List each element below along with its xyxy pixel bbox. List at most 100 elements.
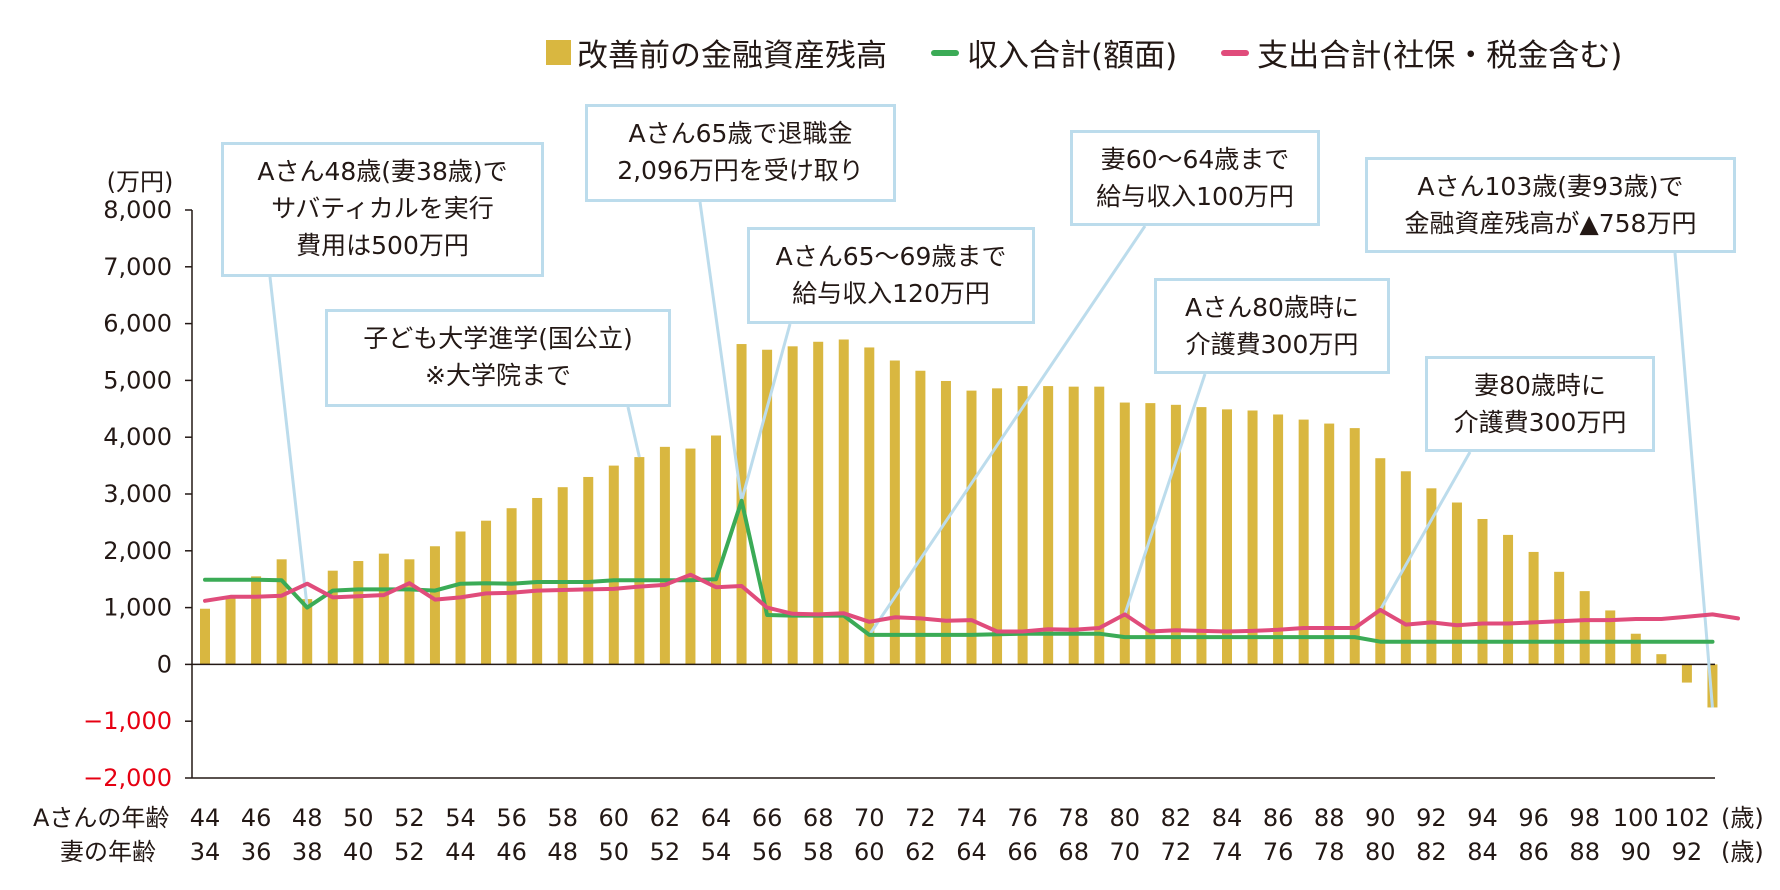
line-series	[203, 498, 1740, 644]
annotation-a-salary: Aさん65〜69歳まで 給与収入120万円	[747, 227, 1035, 324]
x-tick-label-wife-age: 84	[1467, 838, 1498, 866]
asset-balance-bar	[1605, 610, 1616, 665]
asset-balance-bar	[557, 487, 568, 665]
asset-balance-bar	[302, 599, 313, 665]
annotation-text: 子ども大学進学(国公立)	[363, 324, 633, 353]
asset-balance-bar	[1451, 502, 1462, 665]
asset-balance-bar	[992, 388, 1003, 665]
x-tick-label-wife-age: 76	[1263, 838, 1294, 866]
annotation-text: Aさん103歳(妻93歳)で	[1417, 172, 1684, 201]
x-tick-label-wife-age: 46	[496, 838, 527, 866]
asset-balance-bar	[1656, 654, 1667, 665]
asset-balance-bar	[225, 596, 236, 665]
annotation-leader-line	[268, 276, 309, 608]
x-tick-label-a-age: 96	[1518, 804, 1549, 832]
x-tick-label-wife-age: 58	[803, 838, 834, 866]
axes	[191, 210, 1715, 779]
x-tick-label-wife-age: 86	[1518, 838, 1549, 866]
x-tick-label-wife-age: 38	[292, 838, 323, 866]
x-tick-label-wife-age: 70	[1110, 838, 1141, 866]
asset-balance-bar	[1043, 386, 1054, 665]
asset-balance-bar	[404, 559, 415, 665]
asset-balance-bar	[1349, 428, 1360, 665]
legend-item-income: 収入合計(額面)	[931, 30, 1177, 75]
y-tick-label: 4,000	[103, 423, 172, 451]
asset-balance-bar	[1298, 419, 1309, 665]
asset-balance-bar	[1426, 488, 1437, 665]
x-axis-unit-wife-age: (歳)	[1721, 838, 1764, 866]
asset-balance-bar	[583, 476, 594, 665]
y-tick-label: 5,000	[103, 366, 172, 394]
annotation-text: Aさん48歳(妻38歳)で	[257, 157, 508, 186]
x-tick-label-wife-age: 48	[547, 838, 578, 866]
x-tick-label-a-age: 100	[1613, 804, 1659, 832]
x-tick-label-wife-age: 56	[752, 838, 783, 866]
x-tick-label-a-age: 102	[1664, 804, 1710, 832]
asset-balance-bar	[1681, 664, 1692, 683]
annotation-leader-line	[740, 323, 792, 502]
x-tick-label-a-age: 72	[905, 804, 936, 832]
annotation-leader-line	[698, 201, 744, 502]
annotation-text: 2,096万円を受け取り	[617, 156, 864, 185]
y-tick-label: 7,000	[103, 253, 172, 281]
asset-balance-bar	[378, 553, 389, 665]
asset-balance-bar	[1477, 518, 1488, 665]
x-tick-label-a-age: 64	[701, 804, 732, 832]
x-tick-label-a-age: 56	[496, 804, 527, 832]
legend-label-expense: 支出合計(社保・税金含む)	[1257, 38, 1623, 74]
income-line	[203, 498, 1715, 644]
asset-balance-bar	[1324, 423, 1335, 665]
x-tick-label-wife-age: 36	[241, 838, 272, 866]
x-tick-label-a-age: 60	[599, 804, 630, 832]
x-tick-label-wife-age: 52	[650, 838, 681, 866]
x-tick-label-wife-age: 72	[1161, 838, 1192, 866]
x-tick-label-a-age: 80	[1110, 804, 1141, 832]
x-tick-label-wife-age: 62	[905, 838, 936, 866]
legend-item-expense: 支出合計(社保・税金含む)	[1221, 30, 1622, 75]
asset-balance-bar	[1094, 386, 1105, 665]
y-tick-label: −2,000	[83, 764, 172, 792]
asset-balance-bar	[1068, 386, 1079, 665]
x-tick-label-a-age: 98	[1569, 804, 1600, 832]
asset-balance-bar	[1630, 633, 1641, 665]
legend-label-asset-balance: 改善前の金融資産残高	[577, 38, 887, 74]
x-tick-label-a-age: 70	[854, 804, 885, 832]
annotation-university: 子ども大学進学(国公立) ※大学院まで	[325, 309, 671, 407]
x-tick-label-a-age: 46	[241, 804, 272, 832]
x-tick-label-a-age: 74	[956, 804, 987, 832]
x-tick-label-wife-age: 64	[956, 838, 987, 866]
annotation-leader-line	[1378, 451, 1472, 611]
x-tick-label-a-age: 84	[1212, 804, 1243, 832]
x-tick-label-wife-age: 60	[854, 838, 885, 866]
asset-balance-bar	[1273, 414, 1284, 665]
x-axis-title-wife-age: 妻の年齢	[60, 838, 156, 866]
asset-balance-bar	[429, 546, 440, 665]
y-tick-label: 8,000	[103, 196, 172, 224]
x-tick-label-a-age: 92	[1416, 804, 1447, 832]
x-tick-label-a-age: 88	[1314, 804, 1345, 832]
asset-balance-bar	[353, 561, 364, 665]
x-axis-title-a-age: Aさんの年齢	[33, 804, 169, 832]
x-tick-label-wife-age: 92	[1672, 838, 1703, 866]
x-tick-label-a-age: 52	[394, 804, 425, 832]
asset-balance-bar	[634, 457, 645, 665]
x-axis-unit-a-age: (歳)	[1721, 804, 1764, 832]
annotation-sabbatical: Aさん48歳(妻38歳)で サバティカルを実行 費用は500万円	[221, 142, 544, 277]
x-tick-label-wife-age: 88	[1569, 838, 1600, 866]
asset-balance-bar	[1707, 664, 1718, 708]
asset-balance-bar	[276, 559, 287, 665]
x-tick-label-wife-age: 50	[599, 838, 630, 866]
legend-label-income: 収入合計(額面)	[967, 38, 1178, 74]
asset-balance-bar	[762, 349, 773, 665]
asset-balance-bar	[327, 570, 338, 665]
annotation-text: 給与収入100万円	[1096, 182, 1294, 211]
x-tick-label-a-age: 44	[190, 804, 221, 832]
x-tick-label-wife-age: 74	[1212, 838, 1243, 866]
x-tick-label-wife-age: 44	[445, 838, 476, 866]
expense-line	[203, 572, 1740, 634]
annotation-text: ※大学院まで	[425, 361, 571, 390]
annotation-text: Aさん65〜69歳まで	[775, 242, 1007, 271]
annotation-text: 妻60〜64歳まで	[1100, 145, 1290, 174]
x-tick-label-a-age: 58	[547, 804, 578, 832]
